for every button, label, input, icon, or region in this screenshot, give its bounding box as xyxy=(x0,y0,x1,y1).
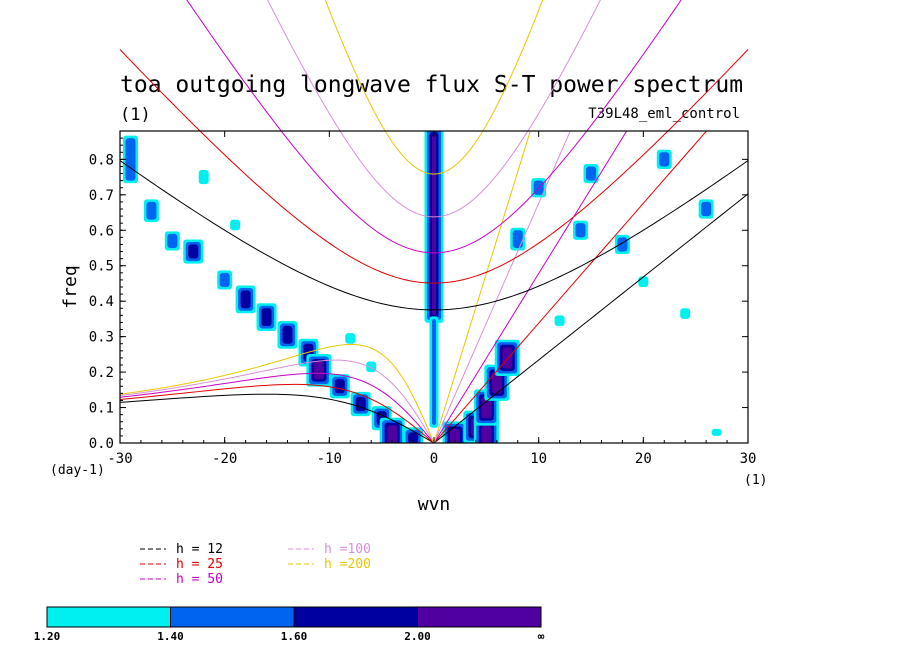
contour-blob xyxy=(334,379,345,394)
contour-blob xyxy=(586,166,596,181)
x-tick-label: -30 xyxy=(107,451,132,467)
contour-blob xyxy=(219,272,230,287)
gravity-curve-200 xyxy=(324,0,544,175)
contour-blob xyxy=(345,333,356,344)
colorbar-segment xyxy=(46,606,171,628)
kelvin-curve-25 xyxy=(433,131,708,443)
rossby-curve-200 xyxy=(120,343,435,443)
contour-blob xyxy=(449,428,460,443)
contour-blob xyxy=(198,170,209,185)
colorbar-label: 2.00 xyxy=(404,630,431,643)
x-axis-label: wvn xyxy=(418,494,451,515)
contour-blob xyxy=(491,372,502,394)
contour-blob xyxy=(355,396,366,412)
x-tick-label: 20 xyxy=(635,451,652,467)
legend-label: h = 12 xyxy=(176,542,223,557)
rossby-curve-12 xyxy=(120,393,435,443)
rossby-curve-25 xyxy=(120,383,435,443)
contour-blob xyxy=(408,432,419,443)
contour-blob xyxy=(481,396,492,419)
contour-blob xyxy=(711,428,722,436)
contour-blob xyxy=(432,134,436,316)
colorbar-label: 1.20 xyxy=(34,630,61,643)
contour-blob xyxy=(680,308,691,319)
colorbar-segment xyxy=(293,606,418,628)
x-tick-label: 0 xyxy=(430,451,438,467)
contour-blob xyxy=(512,230,523,248)
chart-subtitle-left: (1) xyxy=(120,105,151,125)
x-tick-label: -20 xyxy=(212,451,237,467)
y-tick-label: 0.3 xyxy=(89,330,114,346)
contour-blob xyxy=(701,201,712,217)
contour-blob xyxy=(282,326,293,344)
colorbar-segment xyxy=(170,606,295,628)
legend-label: h = 25 xyxy=(176,557,223,572)
contour-blob xyxy=(659,152,670,167)
contour-blob xyxy=(502,347,513,369)
contour-blob xyxy=(167,233,178,248)
x-unit-label: (1) xyxy=(744,473,767,488)
x-tick-label: 10 xyxy=(530,451,547,467)
contour-blob xyxy=(188,244,199,259)
y-tick-label: 0.2 xyxy=(89,365,114,381)
y-axis: 0.0 0.1 0.2 0.3 0.4 0.5 0.6 0.7 0.8 xyxy=(89,137,748,452)
colorbar: 1.20 1.40 1.60 2.00 ∞ xyxy=(34,606,545,643)
y-tick-label: 0.4 xyxy=(89,294,114,310)
power-contours xyxy=(122,131,722,443)
kelvin-curve-12 xyxy=(433,193,748,443)
dispersion-curves-overflow xyxy=(119,0,749,311)
chart-subtitle-right: T39L48_eml_control xyxy=(588,106,740,122)
contour-blob xyxy=(554,315,565,326)
x-axis: -30 -20 -10 0 10 20 30 xyxy=(107,131,756,467)
dispersion-curves xyxy=(120,131,748,443)
y-tick-label: 0.5 xyxy=(89,259,114,275)
contour-blob xyxy=(387,425,398,443)
contour-blob xyxy=(240,290,251,309)
kelvin-curve-100 xyxy=(433,131,571,443)
y-unit-label: (day-1) xyxy=(50,463,105,478)
contour-blob xyxy=(146,201,157,220)
contour-blob xyxy=(481,425,492,443)
y-tick-label: 0.6 xyxy=(89,223,114,239)
legend-label: h = 50 xyxy=(176,572,223,587)
gravity-curve-25 xyxy=(119,49,749,284)
x-tick-label: -10 xyxy=(317,451,342,467)
colorbar-label: 1.60 xyxy=(281,630,308,643)
y-tick-label: 0.7 xyxy=(89,188,114,204)
rossby-curve-100 xyxy=(120,359,435,443)
contour-blob xyxy=(125,138,136,181)
contour-blob xyxy=(575,223,586,238)
chart-title: toa outgoing longwave flux S-T power spe… xyxy=(120,72,743,98)
y-axis-label: freq xyxy=(60,265,81,308)
y-tick-label: 0.1 xyxy=(89,401,114,417)
contour-blob xyxy=(230,219,241,231)
contour-blob xyxy=(261,308,272,326)
y-tick-label: 0.0 xyxy=(89,436,114,452)
rossby-curve-50 xyxy=(120,372,435,443)
kelvin-curve-200 xyxy=(433,131,531,443)
colorbar-segment xyxy=(417,606,542,628)
x-tick-label: 30 xyxy=(740,451,757,467)
legend-label: h =100 xyxy=(324,542,371,557)
colorbar-label: 1.40 xyxy=(157,630,184,643)
contour-blob xyxy=(313,361,324,380)
y-tick-label: 0.8 xyxy=(89,152,114,168)
gravity-curve-12 xyxy=(119,160,749,311)
contour-blob xyxy=(638,276,649,287)
gravity-curve-50 xyxy=(186,0,682,254)
gravity-curve-100 xyxy=(267,0,601,218)
colorbar-label: ∞ xyxy=(538,630,545,643)
kelvin-curve-50 xyxy=(433,131,628,443)
legend-label: h =200 xyxy=(324,557,371,572)
contour-blob xyxy=(432,318,436,426)
